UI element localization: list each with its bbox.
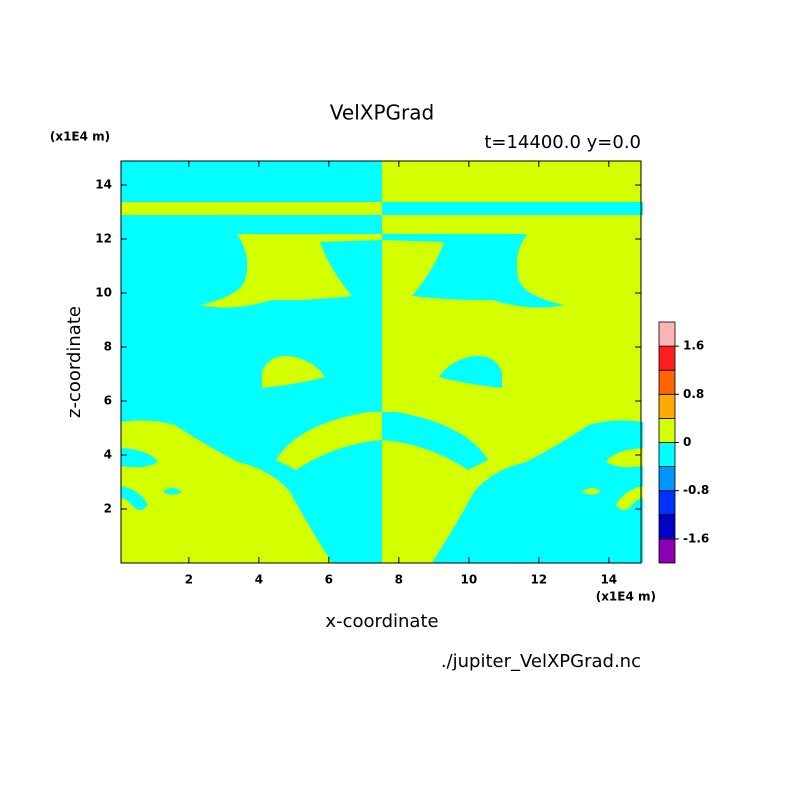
colorbar-band <box>658 490 676 516</box>
contour-region <box>432 420 643 563</box>
contour-region <box>439 356 502 388</box>
contour-region <box>121 448 158 468</box>
contour-region <box>262 356 325 388</box>
y-tick-label: 2 <box>104 502 112 516</box>
contour-region <box>582 488 601 495</box>
contour-region <box>606 448 643 468</box>
plot-frame <box>120 160 642 564</box>
y-tick-label: 10 <box>95 286 112 300</box>
contour-region <box>382 234 564 308</box>
contour-region <box>616 486 643 510</box>
y-tick-label: 12 <box>95 232 112 246</box>
y-axis-label: z-coordinate <box>64 306 85 418</box>
colorbar-band <box>658 466 676 492</box>
x-unit: (x1E4 m) <box>596 590 656 604</box>
colorbar-tick-label: 0.8 <box>683 387 704 401</box>
contour-region <box>121 202 382 215</box>
contour-region <box>121 420 332 563</box>
chart-title: VelXPGrad <box>330 101 434 125</box>
source-label: ./jupiter_VelXPGrad.nc <box>441 651 641 672</box>
colorbar-band <box>658 442 676 468</box>
chart-subtitle: t=14400.0 y=0.0 <box>484 132 641 153</box>
colorbar-band <box>658 538 676 564</box>
contour-region <box>382 412 488 470</box>
x-tick-label: 4 <box>255 573 263 587</box>
contour-field <box>121 161 643 563</box>
colorbar-tick-label: 1.6 <box>683 339 704 353</box>
y-unit: (x1E4 m) <box>50 130 110 144</box>
colorbar-band <box>658 393 676 419</box>
colorbar-band <box>658 369 676 395</box>
contour-region <box>163 488 182 495</box>
x-axis-label: x-coordinate <box>325 611 438 632</box>
contour-region <box>200 234 382 308</box>
x-tick-label: 12 <box>530 573 547 587</box>
colorbar-band <box>658 514 676 540</box>
colorbar-band <box>658 417 676 443</box>
contour-region <box>276 412 382 470</box>
colorbar-tick-label: 0 <box>683 435 691 449</box>
x-tick-label: 8 <box>395 573 403 587</box>
x-tick-label: 10 <box>460 573 477 587</box>
y-tick-label: 8 <box>104 340 112 354</box>
contour-region <box>121 486 148 510</box>
colorbar-tick-label: -1.6 <box>683 531 709 545</box>
y-tick-label: 14 <box>95 178 112 192</box>
y-tick-label: 6 <box>104 394 112 408</box>
colorbar-tick-label: -0.8 <box>683 483 709 497</box>
contour-region <box>382 202 643 215</box>
x-tick-label: 6 <box>325 573 333 587</box>
colorbar-band <box>658 345 676 371</box>
colorbar-band <box>658 321 676 347</box>
x-tick-label: 2 <box>185 573 193 587</box>
x-tick-label: 14 <box>600 573 617 587</box>
y-tick-label: 4 <box>104 448 112 462</box>
